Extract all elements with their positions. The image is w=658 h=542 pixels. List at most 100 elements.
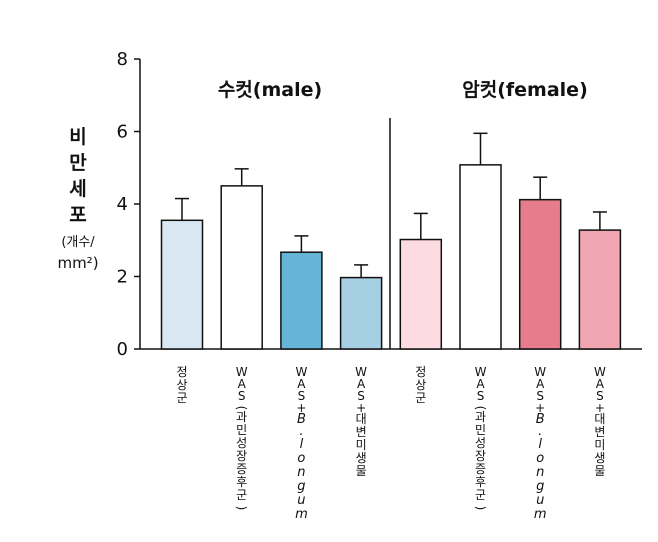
svg-text:S: S [596,389,604,403]
svg-text:미: 미 [356,438,367,452]
svg-text:생: 생 [356,451,367,465]
svg-text:): ) [474,506,488,511]
svg-text:W: W [355,365,367,379]
svg-text:증: 증 [236,462,247,476]
category-label: 정상군 [176,365,187,405]
svg-text:.: . [538,424,542,439]
svg-text:물: 물 [356,464,367,478]
svg-text:S: S [298,389,306,403]
svg-text:W: W [475,365,487,379]
svg-text:과: 과 [475,410,486,424]
svg-text:g: g [297,479,305,494]
bar [339,276,383,350]
svg-text:+: + [595,401,605,415]
svg-text:(: ( [474,406,488,411]
svg-text:대: 대 [594,412,605,426]
group-label-male: 수컷(male) [218,79,322,101]
svg-text:S: S [477,389,485,403]
svg-text:B: B [297,412,306,427]
y-axis-title-char: 만 [69,152,87,174]
bar [399,238,443,350]
bar [220,185,263,350]
svg-text:A: A [297,377,306,391]
svg-text:변: 변 [356,425,367,439]
y-tick-label: 0 [117,339,128,360]
svg-text:미: 미 [594,438,605,452]
svg-text:변: 변 [594,425,605,439]
svg-text:물: 물 [594,464,605,478]
svg-text:A: A [357,377,366,391]
y-axis-title-char: 비 [69,126,86,148]
svg-text:과: 과 [236,410,247,424]
category-labels: 정상군WAS(과민성장증후군)WAS+B.longumWAS+대변미생물정상군W… [176,365,605,522]
svg-text:(: ( [235,406,249,411]
svg-text:S: S [536,389,544,403]
svg-text:+: + [356,401,366,415]
svg-text:군: 군 [176,391,187,405]
bar [459,164,502,350]
group-labels: 수컷(male) 암컷(female) [218,79,588,101]
y-axis-unit: (개수/ [61,235,95,250]
y-axis-unit-mm: mm²) [57,254,98,272]
svg-text:S: S [357,389,365,403]
svg-text:o: o [536,451,544,466]
group-label-female: 암컷(female) [462,79,588,101]
svg-text:m: m [295,507,308,522]
svg-text:W: W [236,365,248,379]
svg-text:): ) [235,506,249,511]
svg-text:군: 군 [475,488,486,502]
y-tick-label: 8 [117,49,128,70]
svg-text:l: l [538,437,542,452]
svg-text:증: 증 [475,462,486,476]
svg-text:정: 정 [176,365,187,379]
svg-text:생: 생 [594,451,605,465]
svg-text:군: 군 [415,391,426,405]
svg-text:A: A [238,377,247,391]
svg-text:W: W [594,365,606,379]
svg-text:후: 후 [475,475,486,489]
bar [160,219,204,350]
svg-text:A: A [596,377,605,391]
svg-text:장: 장 [236,449,247,463]
svg-text:B: B [536,412,545,427]
bar [280,251,323,350]
svg-text:성: 성 [236,436,247,450]
bar [518,198,562,350]
svg-text:성: 성 [475,436,486,450]
svg-text:W: W [295,365,307,379]
y-tick-label: 4 [117,194,128,215]
svg-text:후: 후 [236,475,247,489]
svg-text:군: 군 [236,488,247,502]
bars [160,132,622,350]
y-axis-title-char: 세 [69,178,86,200]
svg-text:상: 상 [176,378,187,392]
svg-text:A: A [476,377,485,391]
svg-text:m: m [534,507,547,522]
y-tick-label: 6 [117,122,128,143]
category-label: 정상군 [415,365,426,405]
svg-text:A: A [536,377,545,391]
svg-text:o: o [297,451,305,466]
svg-text:n: n [297,465,305,480]
svg-text:.: . [299,424,303,439]
y-axis-title-char: 포 [69,204,86,226]
svg-text:대: 대 [356,412,367,426]
svg-text:u: u [297,493,305,508]
svg-text:n: n [536,465,544,480]
y-tick-label: 2 [117,267,128,288]
svg-text:g: g [536,479,544,494]
svg-text:+: + [296,401,306,415]
svg-text:장: 장 [475,449,486,463]
svg-text:민: 민 [475,423,486,437]
bar [578,229,622,350]
svg-text:l: l [300,437,304,452]
svg-text:민: 민 [236,423,247,437]
